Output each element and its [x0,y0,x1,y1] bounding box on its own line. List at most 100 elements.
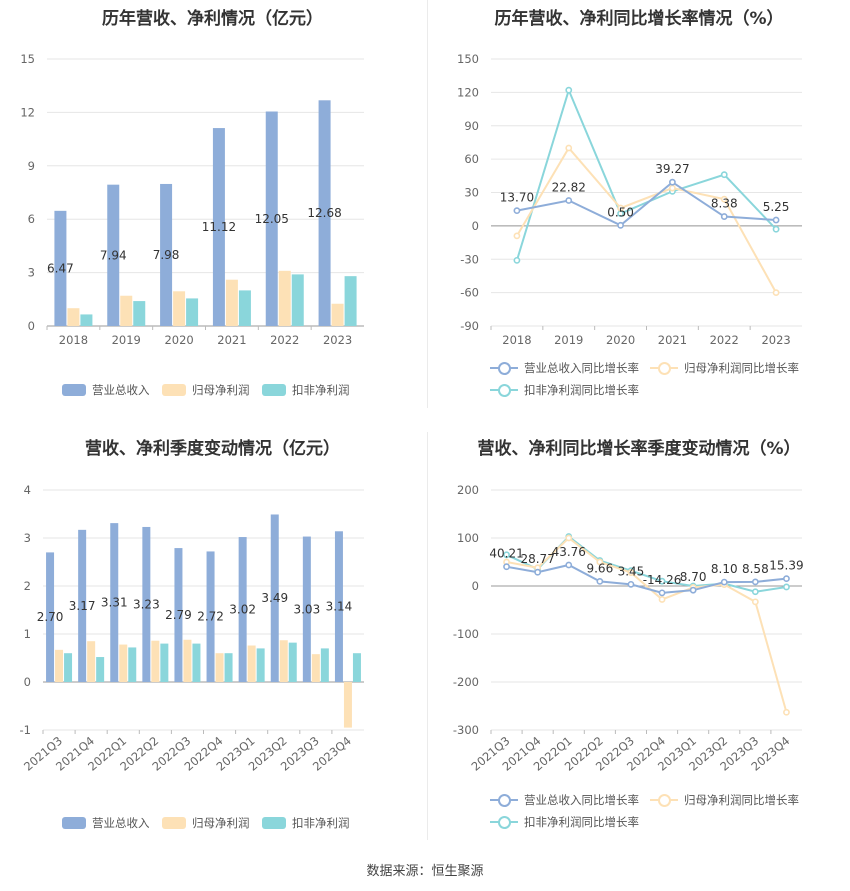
x-tick-label: 2022 [710,333,739,347]
y-tick-label: -90 [460,319,479,333]
data-point [596,577,604,585]
bar [142,526,151,682]
data-label: 28.77 [520,552,554,566]
data-point [751,598,759,606]
data-point [513,207,521,215]
bar [320,648,329,682]
data-point [596,558,604,566]
data-label: 3.23 [133,597,160,611]
data-point [503,551,510,559]
data-label: 13.70 [500,191,534,205]
legend-label: 扣非净利润同比增长率 [524,815,639,829]
data-label: 3.03 [293,602,320,616]
y-tick-label: 6 [28,212,35,226]
bar [55,649,64,682]
x-tick-label: 2022 [270,333,299,347]
legend: 营业总收入 归母净利润 扣非净利润 [0,815,425,835]
bar [78,529,87,682]
legend-swatch [262,384,286,396]
data-point [503,563,510,571]
data-label: 9.66 [586,561,613,575]
data-label: 11.12 [202,220,236,234]
legend-swatch [490,384,518,397]
data-label: 2.79 [165,608,192,622]
legend-label: 营业总收入同比增长率 [524,793,639,807]
bar [265,111,278,326]
legend-item-net-growth[interactable]: 归母净利润同比增长率 [650,792,799,808]
bar [110,523,119,682]
data-point [565,144,573,152]
legend-item-net-profit[interactable]: 归母净利润 [162,815,250,831]
bar [344,276,357,326]
legend-item-revenue-growth[interactable]: 营业总收入同比增长率 [490,360,639,376]
legend-label: 扣非净利润 [292,816,350,830]
legend-swatch [650,794,678,807]
legend-swatch [62,817,86,829]
series-line [516,180,777,227]
y-tick-label: -200 [453,675,479,689]
bar [302,536,311,682]
x-tick-label: 2021 [217,333,246,347]
data-point [513,232,521,240]
bar [160,643,169,682]
legend-item-deduct-growth[interactable]: 扣非净利润同比增长率 [490,382,639,398]
data-point [658,589,666,597]
data-label: 8.38 [711,197,738,211]
legend-label: 营业总收入同比增长率 [524,361,639,375]
data-point [720,578,728,586]
bar [186,298,199,326]
bar [151,640,160,682]
data-point [565,197,573,204]
legend-item-revenue-growth[interactable]: 营业总收入同比增长率 [490,792,639,808]
data-label: 2.70 [37,610,64,624]
data-point [658,577,666,585]
bar [67,308,80,326]
legend-item-revenue[interactable]: 营业总收入 [62,382,150,398]
x-tick-label: 2023 [323,333,352,347]
bar [291,274,304,326]
data-point [658,596,666,603]
quarter-amount-panel: 营收、净利季度变动情况（亿元） 4 3 2 1 0 -1 2021Q3 2021Q4 2022Q… [0,430,425,850]
legend-item-net-profit[interactable]: 归母净利润 [162,382,250,398]
bar [279,640,288,682]
data-point [669,178,676,186]
divider-top [427,0,428,408]
legend-item-deduct-growth[interactable]: 扣非净利润同比增长率 [490,814,639,830]
bar [247,645,256,682]
bar [174,548,183,682]
bar [311,654,320,682]
legend-swatch [650,362,678,375]
data-label: 12.05 [255,212,289,226]
y-tick-label: 0 [28,319,35,333]
y-tick-label: -100 [453,627,479,641]
bar [318,100,331,327]
legend-item-deduct-profit[interactable]: 扣非净利润 [262,382,350,398]
legend-item-deduct-profit[interactable]: 扣非净利润 [262,815,350,831]
data-label: 5.25 [763,200,790,214]
x-tick-label: 2020 [606,333,635,347]
legend-label: 营业总收入 [92,816,150,830]
bar [192,643,201,682]
legend-label: 归母净利润 [192,816,250,830]
legend-swatch [162,384,186,396]
data-point [783,708,790,716]
data-label: -14.26 [643,573,682,587]
annual-amount-panel: 历年营收、净利情况（亿元） 15 12 9 6 3 0 2018 2019 2020 2021 20… [0,0,425,410]
series-line [515,87,777,261]
quarter-amount-chart: 43210-12021Q32021Q42022Q12022Q22022Q3202… [20,483,364,774]
bar [133,301,146,326]
legend-item-revenue[interactable]: 营业总收入 [62,815,150,831]
data-label: 2.72 [197,610,224,624]
legend-item-net-growth[interactable]: 归母净利润同比增长率 [650,360,799,376]
bar [238,290,251,326]
y-tick-label: 200 [457,483,479,497]
y-tick-label: 90 [464,119,479,133]
legend-label: 扣非净利润同比增长率 [524,383,639,397]
quarter-growth-chart: 2001000-100-200-3002021Q32021Q42022Q1202… [453,483,804,774]
y-tick-label: 12 [20,105,35,119]
data-label: 6.47 [47,261,74,275]
data-label: 3.17 [69,599,96,613]
bar [206,551,215,682]
bar [212,128,225,326]
data-label: 8.70 [680,570,707,584]
